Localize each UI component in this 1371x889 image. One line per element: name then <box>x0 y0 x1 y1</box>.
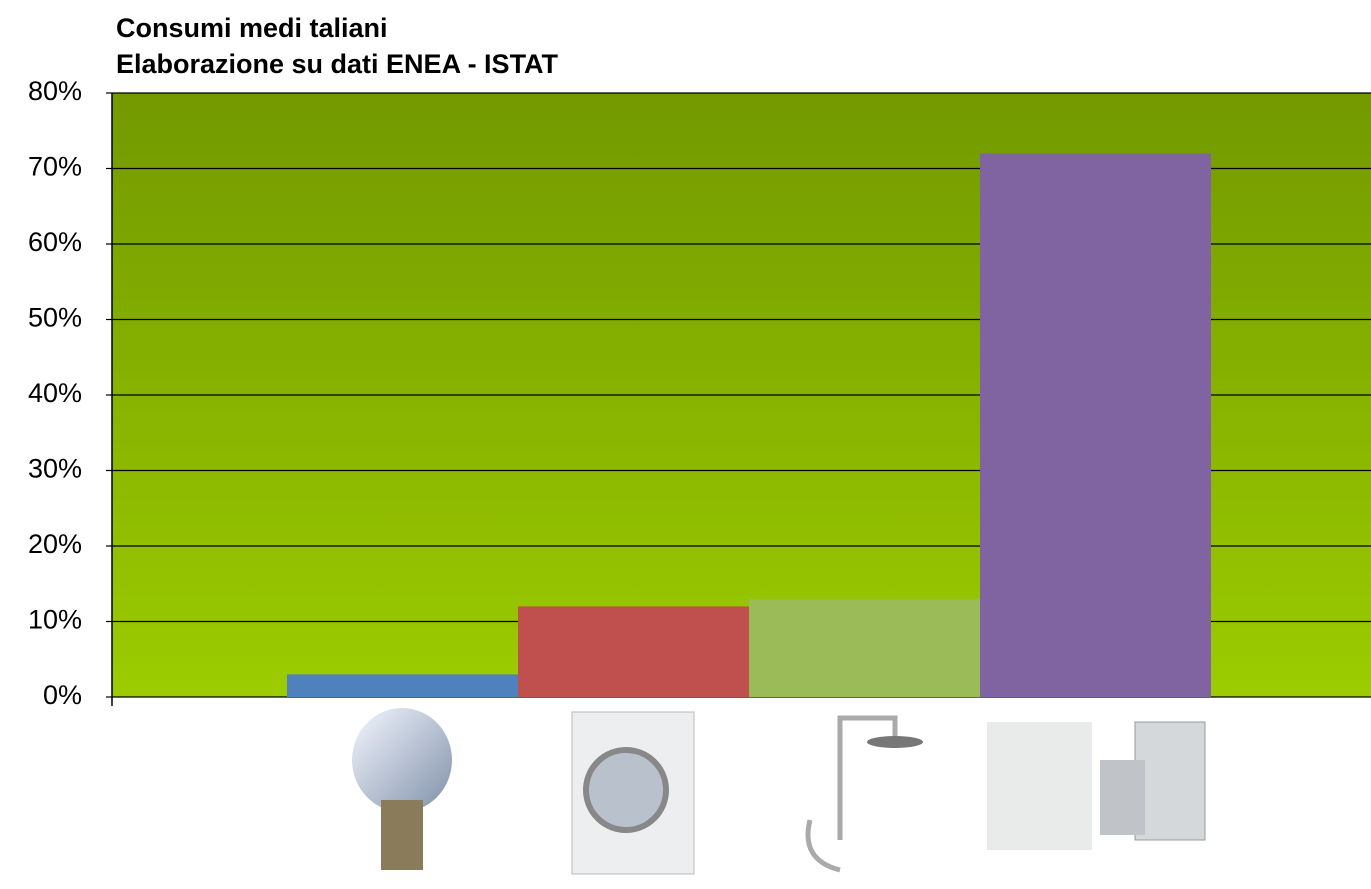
bar <box>518 606 749 697</box>
y-tick-label: 0% <box>43 680 82 710</box>
icons <box>352 708 1206 875</box>
y-tick-label: 10% <box>28 605 82 635</box>
y-tick-label: 20% <box>28 529 82 559</box>
y-tick-label: 50% <box>28 303 82 333</box>
y-tick-label: 70% <box>28 152 82 182</box>
shower-icon <box>805 715 898 873</box>
shower-head <box>867 736 923 748</box>
bulb-icon <box>352 708 452 812</box>
bar <box>749 598 980 697</box>
washer-door <box>583 747 669 833</box>
ac-grill <box>1100 760 1145 835</box>
chart-title: Consumi medi taliani <box>116 13 388 43</box>
y-tick-label: 80% <box>28 76 82 106</box>
ac-icon <box>1134 721 1206 841</box>
radiator-icon <box>987 722 1092 850</box>
chart-subtitle: Elaborazione su dati ENEA - ISTAT <box>116 49 559 79</box>
bar <box>287 674 518 697</box>
y-tick-label: 60% <box>28 227 82 257</box>
bar <box>980 153 1211 697</box>
bulb-base <box>381 800 423 870</box>
y-tick-label: 40% <box>28 378 82 408</box>
y-tick-label: 30% <box>28 454 82 484</box>
